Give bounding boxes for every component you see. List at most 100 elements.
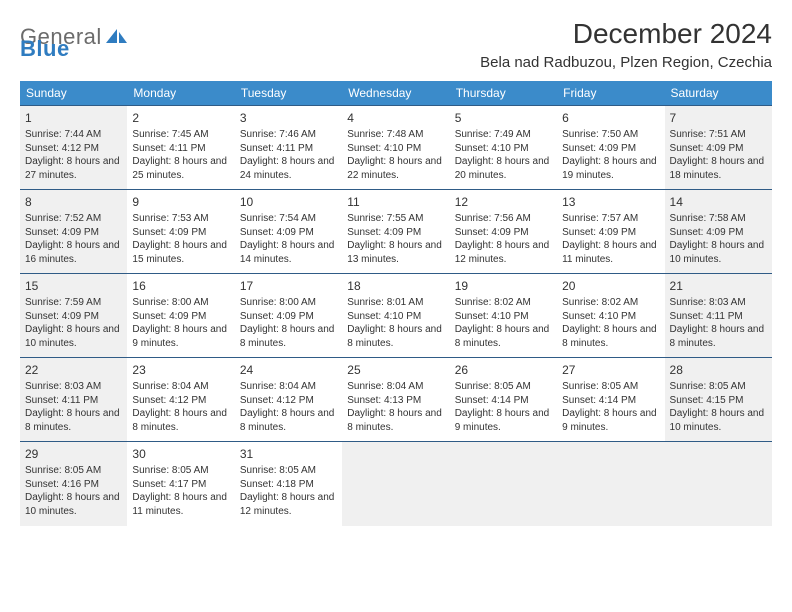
day-number: 11	[347, 194, 444, 210]
day-number: 5	[455, 110, 552, 126]
daylight-line: Daylight: 8 hours and 13 minutes.	[347, 239, 444, 266]
brand-part2: Blue	[20, 36, 70, 62]
sunset-line: Sunset: 4:09 PM	[132, 226, 229, 240]
sunrise-line: Sunrise: 8:05 AM	[562, 380, 659, 394]
sunrise-line: Sunrise: 8:05 AM	[455, 380, 552, 394]
day-cell: 9Sunrise: 7:53 AMSunset: 4:09 PMDaylight…	[127, 190, 234, 274]
sunset-line: Sunset: 4:18 PM	[240, 478, 337, 492]
sunset-line: Sunset: 4:09 PM	[670, 142, 767, 156]
daylight-line: Daylight: 8 hours and 9 minutes.	[132, 323, 229, 350]
sunrise-line: Sunrise: 8:04 AM	[347, 380, 444, 394]
sunset-line: Sunset: 4:17 PM	[132, 478, 229, 492]
daylight-line: Daylight: 8 hours and 8 minutes.	[132, 407, 229, 434]
daylight-line: Daylight: 8 hours and 15 minutes.	[132, 239, 229, 266]
day-cell: 30 Sunrise: 8:05 AMSunset: 4:17 PMDayligh…	[127, 442, 234, 526]
day-cell: 1Sunrise: 7:44 AMSunset: 4:12 PMDaylight…	[20, 106, 127, 190]
sunrise-line: Sunrise: 7:56 AM	[455, 212, 552, 226]
dow-fri: Friday	[557, 81, 664, 106]
daylight-line: Daylight: 8 hours and 8 minutes.	[455, 323, 552, 350]
daylight-line: Daylight: 8 hours and 12 minutes.	[455, 239, 552, 266]
daylight-line: Daylight: 8 hours and 9 minutes.	[562, 407, 659, 434]
dow-thu: Thursday	[450, 81, 557, 106]
location: Bela nad Radbuzou, Plzen Region, Czechia	[480, 54, 772, 71]
day-cell: 16Sunrise: 8:00 AMSunset: 4:09 PMDayligh…	[127, 274, 234, 358]
day-cell-blank	[342, 442, 449, 526]
sunset-line: Sunset: 4:10 PM	[347, 142, 444, 156]
sunset-line: Sunset: 4:09 PM	[562, 142, 659, 156]
calendar-page: General Blue December 2024 Bela nad Radb…	[0, 0, 792, 536]
sunrise-line: Sunrise: 7:54 AM	[240, 212, 337, 226]
day-cell: 14Sunrise: 7:58 AMSunset: 4:09 PMDayligh…	[665, 190, 772, 274]
daylight-line: Daylight: 8 hours and 25 minutes.	[132, 155, 229, 182]
day-cell: 3Sunrise: 7:46 AMSunset: 4:11 PMDaylight…	[235, 106, 342, 190]
day-cell: 31Sunrise: 8:05 AMSunset: 4:18 PMDayligh…	[235, 442, 342, 526]
day-cell: 2Sunrise: 7:45 AMSunset: 4:11 PMDaylight…	[127, 106, 234, 190]
sunset-line: Sunset: 4:11 PM	[670, 310, 767, 324]
day-cell: 17Sunrise: 8:00 AMSunset: 4:09 PMDayligh…	[235, 274, 342, 358]
sunset-line: Sunset: 4:09 PM	[132, 310, 229, 324]
sail-icon	[104, 27, 130, 47]
sunset-line: Sunset: 4:12 PM	[25, 142, 122, 156]
day-number: 1	[25, 110, 122, 126]
sunset-line: Sunset: 4:09 PM	[240, 310, 337, 324]
sunrise-line: Sunrise: 7:59 AM	[25, 296, 122, 310]
sunset-line: Sunset: 4:09 PM	[455, 226, 552, 240]
daylight-line: Daylight: 8 hours and 8 minutes.	[240, 407, 337, 434]
daylight-line: Daylight: 8 hours and 18 minutes.	[670, 155, 767, 182]
sunset-line: Sunset: 4:11 PM	[240, 142, 337, 156]
day-cell: 6Sunrise: 7:50 AMSunset: 4:09 PMDaylight…	[557, 106, 664, 190]
daylight-line: Daylight: 8 hours and 8 minutes.	[240, 323, 337, 350]
day-number: 25	[347, 362, 444, 378]
dow-tue: Tuesday	[235, 81, 342, 106]
day-cell-blank	[450, 442, 557, 526]
sunrise-line: Sunrise: 7:55 AM	[347, 212, 444, 226]
sunrise-line: Sunrise: 8:05 AM	[240, 464, 337, 478]
day-number: 4	[347, 110, 444, 126]
daylight-line: Daylight: 8 hours and 10 minutes.	[25, 491, 122, 518]
day-number: 7	[670, 110, 767, 126]
day-cell: 21Sunrise: 8:03 AMSunset: 4:11 PMDayligh…	[665, 274, 772, 358]
sunset-line: Sunset: 4:10 PM	[347, 310, 444, 324]
daylight-line: Daylight: 8 hours and 16 minutes.	[25, 239, 122, 266]
calendar-table: Sunday Monday Tuesday Wednesday Thursday…	[20, 81, 772, 526]
sunset-line: Sunset: 4:10 PM	[455, 142, 552, 156]
week-row: 1Sunrise: 7:44 AMSunset: 4:12 PMDaylight…	[20, 106, 772, 190]
sunrise-line: Sunrise: 7:46 AM	[240, 128, 337, 142]
month-title: December 2024	[480, 18, 772, 50]
day-number: 30	[132, 446, 229, 462]
sunrise-line: Sunrise: 8:05 AM	[25, 464, 122, 478]
sunset-line: Sunset: 4:14 PM	[562, 394, 659, 408]
sunset-line: Sunset: 4:12 PM	[240, 394, 337, 408]
sunrise-line: Sunrise: 8:04 AM	[240, 380, 337, 394]
week-row: 15Sunrise: 7:59 AMSunset: 4:09 PMDayligh…	[20, 274, 772, 358]
day-number: 24	[240, 362, 337, 378]
sunrise-line: Sunrise: 7:53 AM	[132, 212, 229, 226]
sunrise-line: Sunrise: 7:57 AM	[562, 212, 659, 226]
sunrise-line: Sunrise: 8:05 AM	[132, 464, 229, 478]
dow-header-row: Sunday Monday Tuesday Wednesday Thursday…	[20, 81, 772, 106]
day-number: 19	[455, 278, 552, 294]
sunrise-line: Sunrise: 8:02 AM	[455, 296, 552, 310]
daylight-line: Daylight: 8 hours and 14 minutes.	[240, 239, 337, 266]
day-cell: 24 Sunrise: 8:04 AMSunset: 4:12 PMDayligh…	[235, 358, 342, 442]
day-number: 16	[132, 278, 229, 294]
day-number: 22	[25, 362, 122, 378]
daylight-line: Daylight: 8 hours and 11 minutes.	[132, 491, 229, 518]
sunrise-line: Sunrise: 7:52 AM	[25, 212, 122, 226]
day-number: 6	[562, 110, 659, 126]
daylight-line: Daylight: 8 hours and 10 minutes.	[670, 239, 767, 266]
daylight-line: Daylight: 8 hours and 8 minutes.	[25, 407, 122, 434]
sunrise-line: Sunrise: 8:00 AM	[240, 296, 337, 310]
sunrise-line: Sunrise: 8:02 AM	[562, 296, 659, 310]
day-number: 10	[240, 194, 337, 210]
dow-wed: Wednesday	[342, 81, 449, 106]
sunrise-line: Sunrise: 7:51 AM	[670, 128, 767, 142]
day-number: 21	[670, 278, 767, 294]
day-cell: 26Sunrise: 8:05 AMSunset: 4:14 PMDayligh…	[450, 358, 557, 442]
daylight-line: Daylight: 8 hours and 8 minutes.	[347, 323, 444, 350]
sunset-line: Sunset: 4:10 PM	[455, 310, 552, 324]
day-cell-blank	[665, 442, 772, 526]
day-number: 31	[240, 446, 337, 462]
day-number: 28	[670, 362, 767, 378]
sunrise-line: Sunrise: 8:03 AM	[670, 296, 767, 310]
